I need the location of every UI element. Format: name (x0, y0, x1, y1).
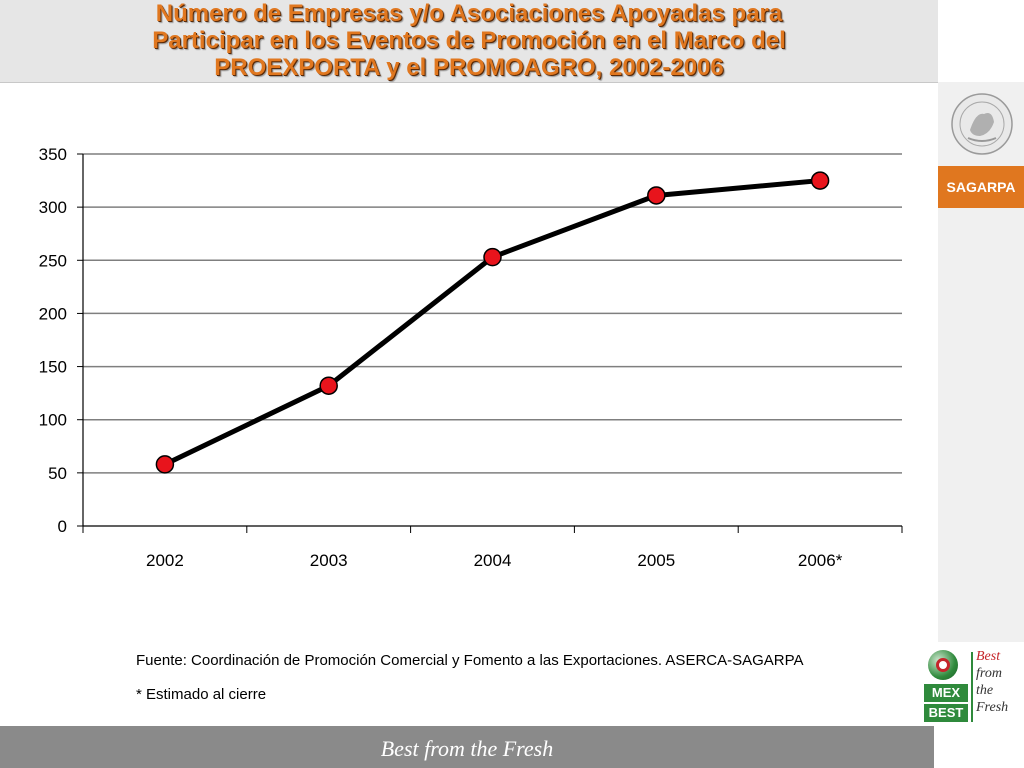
slide-title: Número de Empresas y/o Asociaciones Apoy… (0, 0, 938, 81)
national-seal-icon (951, 93, 1013, 155)
mexbest-logo-icon: MEX BEST Best from the Fresh (922, 648, 1020, 726)
y-tick-label: 350 (39, 145, 67, 164)
logo-tag-3: the (976, 683, 994, 698)
footer-text: Best from the Fresh (380, 736, 554, 761)
data-point (647, 186, 666, 205)
x-tick-label: 2004 (474, 551, 512, 570)
logo-divider (971, 652, 973, 722)
data-point (483, 247, 502, 267)
data-point (810, 171, 830, 190)
source-note: Fuente: Coordinación de Promoción Comerc… (136, 652, 804, 669)
title-line-3: PROEXPORTA y el PROMOAGRO, 2002-2006 (214, 54, 724, 81)
data-point (155, 455, 175, 474)
series-line (163, 178, 821, 467)
title-line-2: Participar en los Eventos de Promoción e… (152, 27, 786, 54)
y-tick-label: 250 (39, 251, 67, 270)
logo-emblem-inner (936, 658, 950, 672)
logo-tagline: Best from the Fresh (976, 648, 1020, 716)
y-tick-label: 50 (48, 464, 67, 483)
title-band (0, 0, 938, 83)
footer-bar (0, 726, 934, 768)
logo-word-best: BEST (924, 704, 968, 722)
y-tick-label: 100 (39, 411, 67, 430)
y-tick-label: 200 (39, 304, 67, 323)
title-line-1: Número de Empresas y/o Asociaciones Apoy… (155, 0, 783, 27)
line-chart: 0 50 100 150 200 250 300 350 2002 2003 2004 2005 200… (39, 145, 903, 570)
x-tick-label: 2005 (637, 551, 675, 570)
data-point (319, 376, 338, 395)
brand-box (938, 166, 1024, 208)
logo-word-mex: MEX (924, 684, 968, 702)
footnote: * Estimado al cierre (136, 686, 267, 703)
brand-label: SAGARPA (946, 179, 1016, 195)
logo-tag-4: Fresh (976, 700, 1009, 715)
y-tick-label: 0 (58, 517, 67, 536)
x-tick-label: 2006* (798, 551, 843, 570)
logo-tag-2: from (976, 666, 1002, 681)
y-tick-label: 300 (39, 198, 67, 217)
y-tick-label: 150 (39, 358, 67, 377)
logo-tag-1: Best (976, 649, 1001, 664)
x-tick-label: 2003 (310, 551, 348, 570)
x-tick-label: 2002 (146, 551, 184, 570)
